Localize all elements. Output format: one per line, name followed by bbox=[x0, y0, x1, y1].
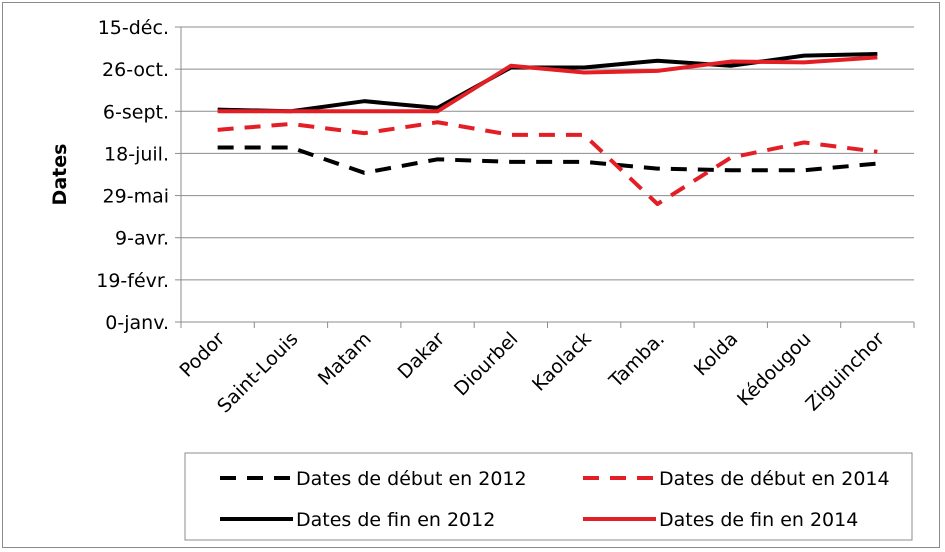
y-axis-ticks: 0-janv. 19-févr. 9-avr. 29-mai 18-juil. 6-sep… bbox=[96, 17, 181, 334]
legend-label: Dates de début en 2012 bbox=[296, 468, 527, 490]
x-tick-label: Matam bbox=[314, 328, 376, 390]
x-tick-label: Diourbel bbox=[450, 328, 522, 400]
x-tick-label: Dakar bbox=[394, 328, 450, 384]
x-tick-label: Ziguinchor bbox=[801, 328, 889, 416]
x-tick-label: Tamba. bbox=[604, 328, 669, 393]
series-line-3 bbox=[217, 55, 878, 114]
y-tick-label: 18-juil. bbox=[104, 143, 169, 165]
legend: Dates de début en 2012 Dates de début en … bbox=[184, 452, 913, 541]
legend-label: Dates de début en 2014 bbox=[659, 468, 890, 490]
y-axis-title: Dates bbox=[49, 144, 71, 206]
y-tick-label: 9-avr. bbox=[115, 228, 169, 250]
legend-box bbox=[184, 452, 913, 541]
y-tick-label: 15-déc. bbox=[98, 17, 169, 39]
series-line-1 bbox=[217, 120, 878, 206]
x-tick-label: Kaolack bbox=[528, 328, 596, 396]
y-tick-label: 19-févr. bbox=[96, 270, 169, 292]
y-tick-label: 29-mai bbox=[103, 186, 169, 208]
y-tick-label: 0-janv. bbox=[105, 312, 169, 334]
y-tick-label: 6-sept. bbox=[103, 101, 169, 123]
series-lines bbox=[217, 51, 878, 206]
gridlines bbox=[181, 26, 914, 281]
series-line-0 bbox=[217, 145, 878, 175]
y-tick-label: 26-oct. bbox=[102, 59, 169, 81]
legend-label: Dates de fin en 2012 bbox=[296, 509, 495, 531]
legend-label: Dates de fin en 2014 bbox=[659, 509, 858, 531]
x-tick-label: Kolda bbox=[690, 328, 742, 380]
x-tick-label: Podor bbox=[176, 328, 230, 382]
